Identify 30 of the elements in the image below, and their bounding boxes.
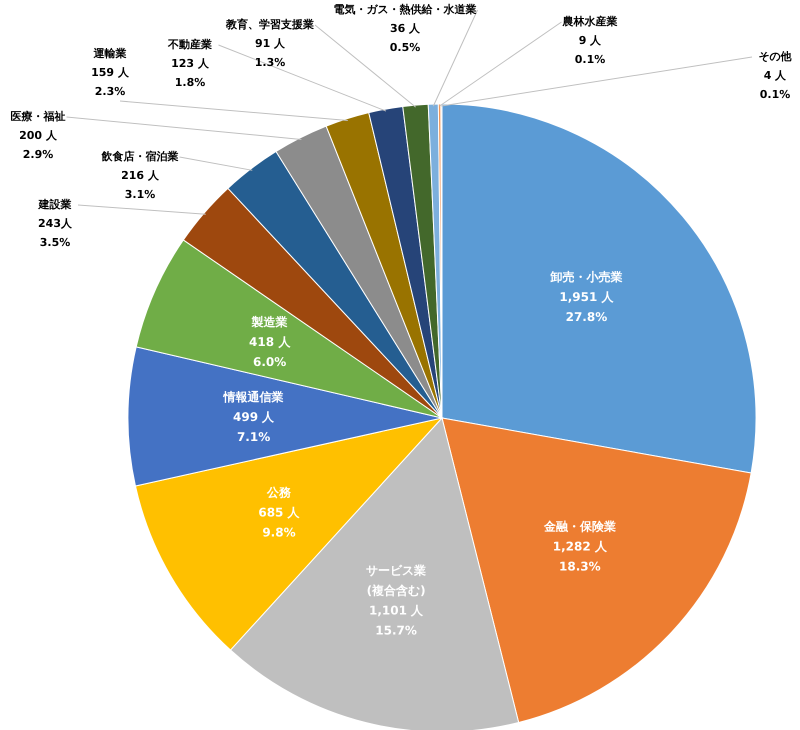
slice-label: サービス業 (複合含む) — [366, 564, 426, 598]
slice-label: 農林水産業 — [562, 15, 618, 28]
data-label: 685 人 9.8% — [258, 505, 301, 540]
data-label: 123 人 1.8% — [171, 57, 210, 89]
slice-label: 不動産業 — [167, 38, 212, 51]
data-label: 1,101 人 15.7% — [369, 604, 424, 638]
data-label: 216 人 3.1% — [121, 169, 160, 201]
data-label: 4 人 0.1% — [760, 69, 790, 101]
data-label: 499 人 7.1% — [232, 410, 276, 444]
slice-label: 卸売・小売業 — [549, 270, 622, 284]
data-label: 243人 3.5% — [38, 217, 73, 249]
slice-label: 飲食店・宿泊業 — [100, 150, 178, 163]
data-label: 159 人 2.3% — [91, 66, 130, 98]
slice-label: 情報通信業 — [222, 390, 284, 404]
slice-label: その他 — [758, 50, 792, 63]
slice-label: 教育、学習支援業 — [225, 18, 314, 31]
data-label: 1,282 人 18.3% — [552, 539, 608, 574]
slice-label: 製造業 — [250, 314, 288, 329]
data-label: 36 人 0.5% — [390, 22, 422, 54]
data-label: 9 人 0.1% — [574, 34, 606, 66]
data-label: 91 人 1.3% — [254, 37, 286, 69]
slice-label: 電気・ガス・熱供給・水道業 — [334, 3, 476, 16]
slice-label: 公務 — [266, 485, 292, 500]
slice-label: 金融・保険業 — [542, 519, 616, 534]
data-label: 200 人 2.9% — [19, 129, 58, 161]
data-label: 418 人 6.0% — [249, 334, 292, 369]
data-label: 1,951 人 27.8% — [559, 290, 614, 324]
slice-label: 建設業 — [38, 198, 72, 211]
slice-label: 運輸業 — [92, 47, 126, 60]
slice-label: 医療・福祉 — [10, 110, 66, 123]
